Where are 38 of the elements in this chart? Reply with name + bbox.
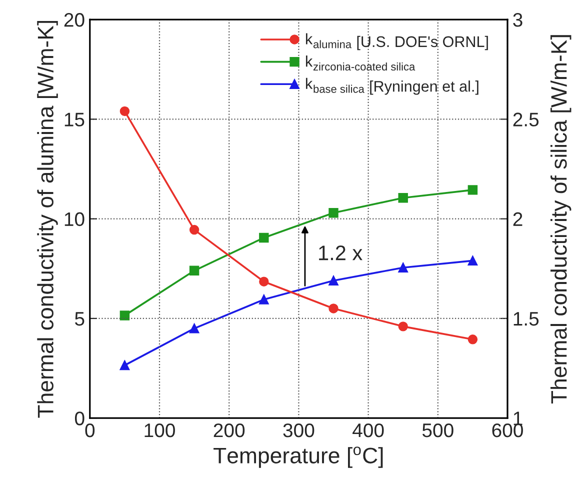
point — [328, 208, 338, 218]
point — [398, 262, 408, 273]
x-tick-label: 600 — [492, 423, 523, 438]
y2-tick-label: 2 — [513, 212, 522, 226]
point — [189, 224, 200, 235]
point — [259, 276, 269, 286]
point — [259, 232, 269, 243]
y2-tick-label: 3 — [513, 13, 522, 27]
y2-axis-title: Thermal conductivity of silica [W/m-K] — [550, 35, 572, 404]
y2-tick-label: 1.5 — [514, 312, 539, 326]
point — [328, 304, 338, 314]
point — [189, 266, 200, 276]
y-tick-label: 0 — [74, 412, 84, 426]
x-tick-label: 300 — [283, 423, 314, 438]
point — [468, 185, 478, 195]
point — [259, 294, 269, 304]
x-tick-label: 0 — [85, 423, 95, 438]
x-tick-label: 500 — [422, 423, 454, 438]
point — [398, 193, 408, 203]
point — [120, 106, 130, 116]
point — [328, 276, 338, 286]
x-axis-title: Temperature [$^{o}$C] — [214, 446, 383, 468]
x-tick-label: 100 — [144, 423, 175, 438]
point — [120, 360, 130, 370]
x-tick-label: 200 — [214, 423, 245, 438]
annotation: 1.2 x — [319, 246, 362, 260]
point — [189, 324, 200, 334]
y-tick-label: 10 — [64, 212, 84, 226]
point — [468, 256, 478, 266]
x-tick-label: 400 — [352, 423, 384, 438]
point — [398, 322, 408, 332]
y-tick-label: 15 — [64, 112, 84, 126]
y2-tick-label: 2.5 — [513, 112, 539, 126]
point — [468, 334, 478, 344]
y-tick-label: 20 — [64, 13, 84, 27]
y-tick-label: 5 — [75, 312, 84, 326]
y-axis-title: Thermal conductivity of alumina [W/m-K] — [37, 20, 58, 418]
point — [120, 310, 130, 320]
